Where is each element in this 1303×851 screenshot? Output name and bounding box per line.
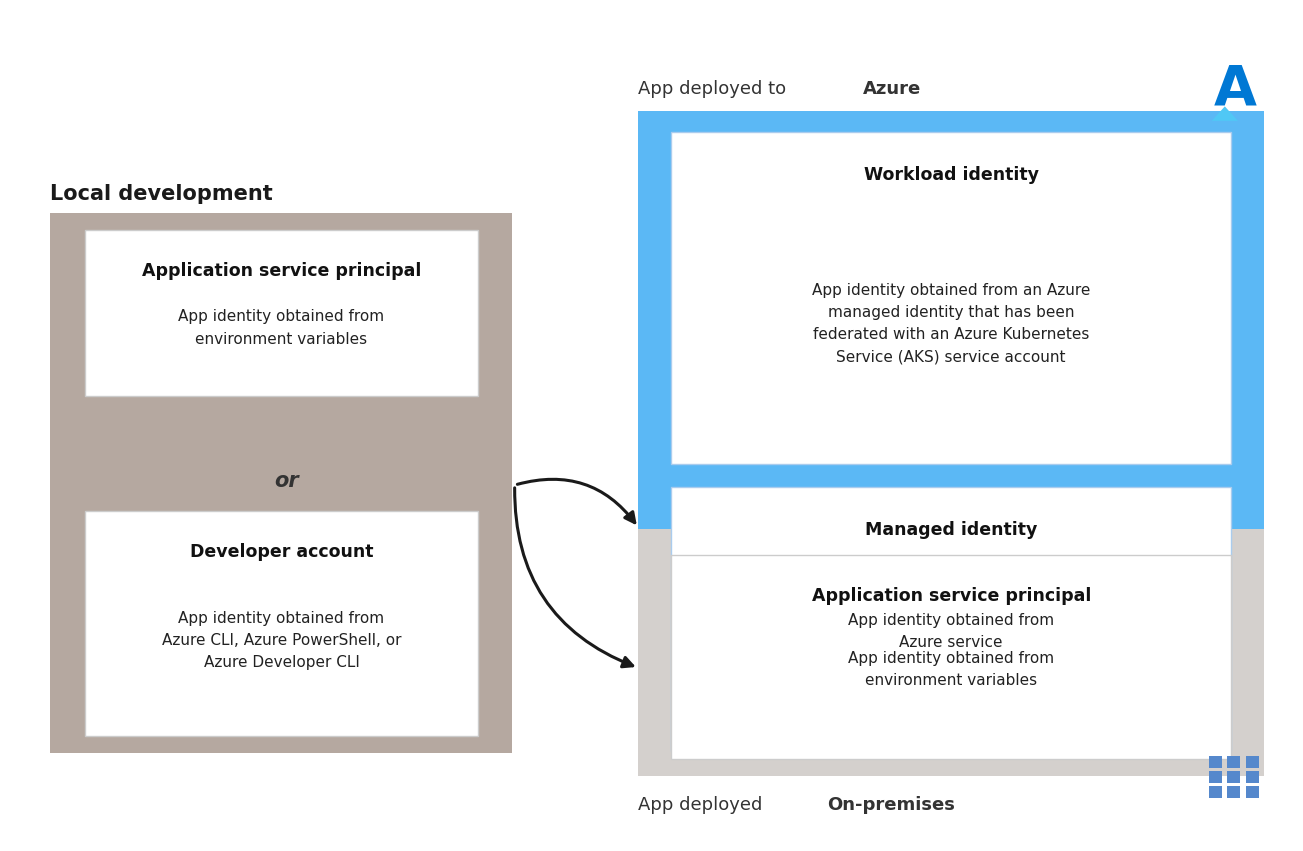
Text: or: or (275, 471, 298, 491)
Text: Workload identity: Workload identity (864, 166, 1038, 184)
FancyBboxPatch shape (638, 111, 1264, 770)
FancyBboxPatch shape (85, 511, 478, 736)
Text: Managed identity: Managed identity (865, 521, 1037, 539)
FancyBboxPatch shape (1209, 756, 1222, 768)
Text: On-premises: On-premises (827, 796, 955, 814)
Text: A: A (1213, 62, 1257, 117)
Text: App deployed: App deployed (638, 796, 769, 814)
Text: Azure: Azure (863, 80, 921, 98)
FancyBboxPatch shape (671, 487, 1231, 751)
Text: App identity obtained from
environment variables: App identity obtained from environment v… (848, 651, 1054, 688)
FancyBboxPatch shape (1227, 786, 1240, 798)
FancyBboxPatch shape (1246, 786, 1259, 798)
FancyBboxPatch shape (1227, 771, 1240, 783)
FancyBboxPatch shape (50, 213, 512, 753)
FancyBboxPatch shape (1227, 756, 1240, 768)
Text: App identity obtained from
environment variables: App identity obtained from environment v… (179, 310, 384, 346)
Text: App identity obtained from
Azure service: App identity obtained from Azure service (848, 613, 1054, 650)
FancyBboxPatch shape (671, 555, 1231, 759)
Text: App identity obtained from
Azure CLI, Azure PowerShell, or
Azure Developer CLI: App identity obtained from Azure CLI, Az… (162, 611, 401, 670)
FancyBboxPatch shape (1246, 771, 1259, 783)
FancyBboxPatch shape (85, 230, 478, 396)
Text: Application service principal: Application service principal (812, 587, 1091, 605)
Text: App deployed to: App deployed to (638, 80, 792, 98)
FancyBboxPatch shape (1209, 786, 1222, 798)
FancyBboxPatch shape (671, 132, 1231, 464)
Text: App identity obtained from an Azure
managed identity that has been
federated wit: App identity obtained from an Azure mana… (812, 283, 1091, 364)
FancyBboxPatch shape (638, 529, 1264, 776)
Polygon shape (1212, 106, 1238, 121)
FancyBboxPatch shape (1246, 756, 1259, 768)
Text: Developer account: Developer account (190, 543, 373, 561)
FancyBboxPatch shape (1209, 771, 1222, 783)
Text: Local development: Local development (50, 184, 272, 204)
Text: Application service principal: Application service principal (142, 262, 421, 280)
